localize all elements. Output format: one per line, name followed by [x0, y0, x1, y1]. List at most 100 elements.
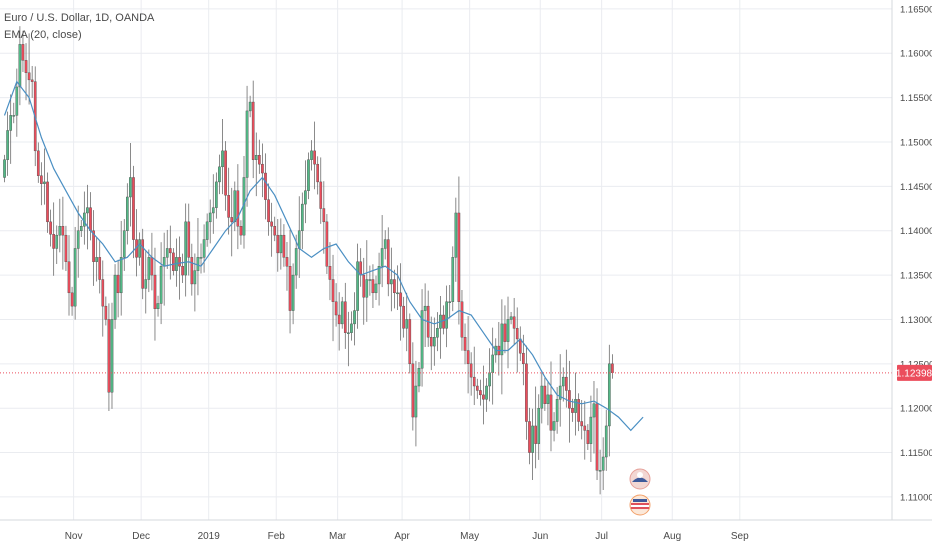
candle-body-up — [199, 257, 203, 259]
candle-body-down — [21, 44, 25, 61]
candle — [380, 215, 384, 288]
candle — [89, 192, 92, 241]
candle-body-down — [371, 279, 375, 294]
candle — [221, 118, 224, 195]
candle-body-down — [334, 301, 338, 316]
candle — [55, 225, 59, 265]
candle — [604, 409, 608, 471]
candle — [337, 292, 341, 351]
candle-body-up — [95, 257, 98, 262]
candle-body-up — [340, 301, 344, 325]
candle — [129, 143, 132, 227]
candle — [291, 263, 295, 325]
candle — [451, 246, 455, 312]
candle — [307, 152, 310, 200]
candle — [282, 224, 286, 267]
candle-body-up — [555, 399, 559, 422]
candle-body-down — [101, 279, 105, 307]
candle-body-down — [463, 337, 467, 351]
candle — [270, 202, 273, 257]
candle-body-down — [49, 221, 52, 235]
candle — [297, 196, 301, 279]
candle-body-up — [159, 266, 163, 304]
candle — [359, 248, 362, 287]
candle — [328, 242, 332, 301]
candle-body-down — [534, 425, 537, 444]
candle-body-down — [70, 292, 74, 307]
candle — [574, 372, 577, 436]
event-marker-economic[interactable] — [629, 494, 651, 516]
candle-body-up — [356, 261, 359, 311]
candle-body-up — [12, 115, 16, 117]
candle-body-down — [258, 155, 261, 165]
candle-body-up — [43, 181, 46, 184]
candle — [92, 210, 95, 286]
candle-body-up — [365, 279, 369, 298]
price-tick-label: 1.15000 — [900, 137, 932, 148]
candle — [172, 248, 175, 276]
candle-body-up — [83, 212, 86, 227]
candle — [565, 349, 568, 408]
candle-body-down — [270, 221, 273, 227]
candle — [414, 360, 418, 447]
candle — [276, 219, 280, 272]
event-markers[interactable] — [629, 468, 651, 516]
candle — [67, 235, 71, 316]
candle — [254, 132, 258, 197]
candle-body-up — [405, 319, 409, 329]
candle-body-down — [568, 390, 571, 409]
candle — [125, 183, 129, 245]
candle — [433, 317, 436, 366]
candle-body-up — [451, 257, 455, 302]
event-marker-earnings[interactable] — [629, 468, 651, 490]
candle — [107, 303, 111, 412]
price-axis[interactable]: 1.16500 1.16000 1.15500 1.15000 1.14500 1.140… — [891, 0, 932, 520]
candle-body-down — [386, 239, 390, 285]
candle-body-down — [460, 301, 464, 338]
candle-body-up — [561, 376, 565, 387]
candle-body-down — [571, 407, 574, 413]
candle-body-up — [350, 323, 353, 333]
time-axis[interactable]: Nov Dec 2019 Feb Mar Apr May Jun Jul Aug Sep — [0, 519, 932, 542]
time-tick-label: Aug — [663, 531, 681, 542]
time-tick-label: Apr — [394, 531, 410, 542]
price-tick-label: 1.11000 — [900, 492, 932, 503]
candle — [371, 264, 375, 309]
candle — [6, 111, 9, 176]
candle — [202, 224, 206, 273]
candle — [607, 344, 611, 457]
chart-legend[interactable]: Euro / U.S. Dollar, 1D, OANDA EMA (20, c… — [4, 10, 154, 44]
candle — [479, 379, 482, 406]
candle-body-down — [264, 172, 267, 200]
candle-body-up — [396, 292, 399, 295]
candle — [64, 225, 68, 272]
candle — [506, 296, 510, 369]
candle-body-up — [531, 425, 534, 453]
candle-body-down — [67, 261, 71, 294]
candle — [267, 183, 270, 236]
candle-body-down — [285, 257, 289, 267]
candle-body-up — [509, 316, 513, 320]
candle — [165, 229, 169, 269]
candle — [27, 33, 31, 105]
candle — [325, 214, 329, 274]
candle — [251, 80, 255, 179]
candle-body-up — [589, 416, 593, 444]
candle — [21, 30, 25, 73]
price-tick-label: 1.15500 — [900, 93, 932, 104]
candle-body-up — [485, 385, 488, 400]
candle — [374, 275, 378, 301]
last-price-tag: 1.12398 — [896, 364, 932, 381]
candle-body-up — [368, 279, 372, 281]
candle — [393, 269, 396, 309]
candle-body-down — [543, 385, 547, 404]
candle — [368, 265, 372, 296]
time-tick-label: May — [460, 531, 479, 542]
candle-body-up — [86, 207, 89, 214]
candle-body-down — [132, 177, 135, 240]
candle — [482, 365, 485, 425]
candle-body-down — [512, 316, 516, 329]
candle — [383, 230, 387, 260]
